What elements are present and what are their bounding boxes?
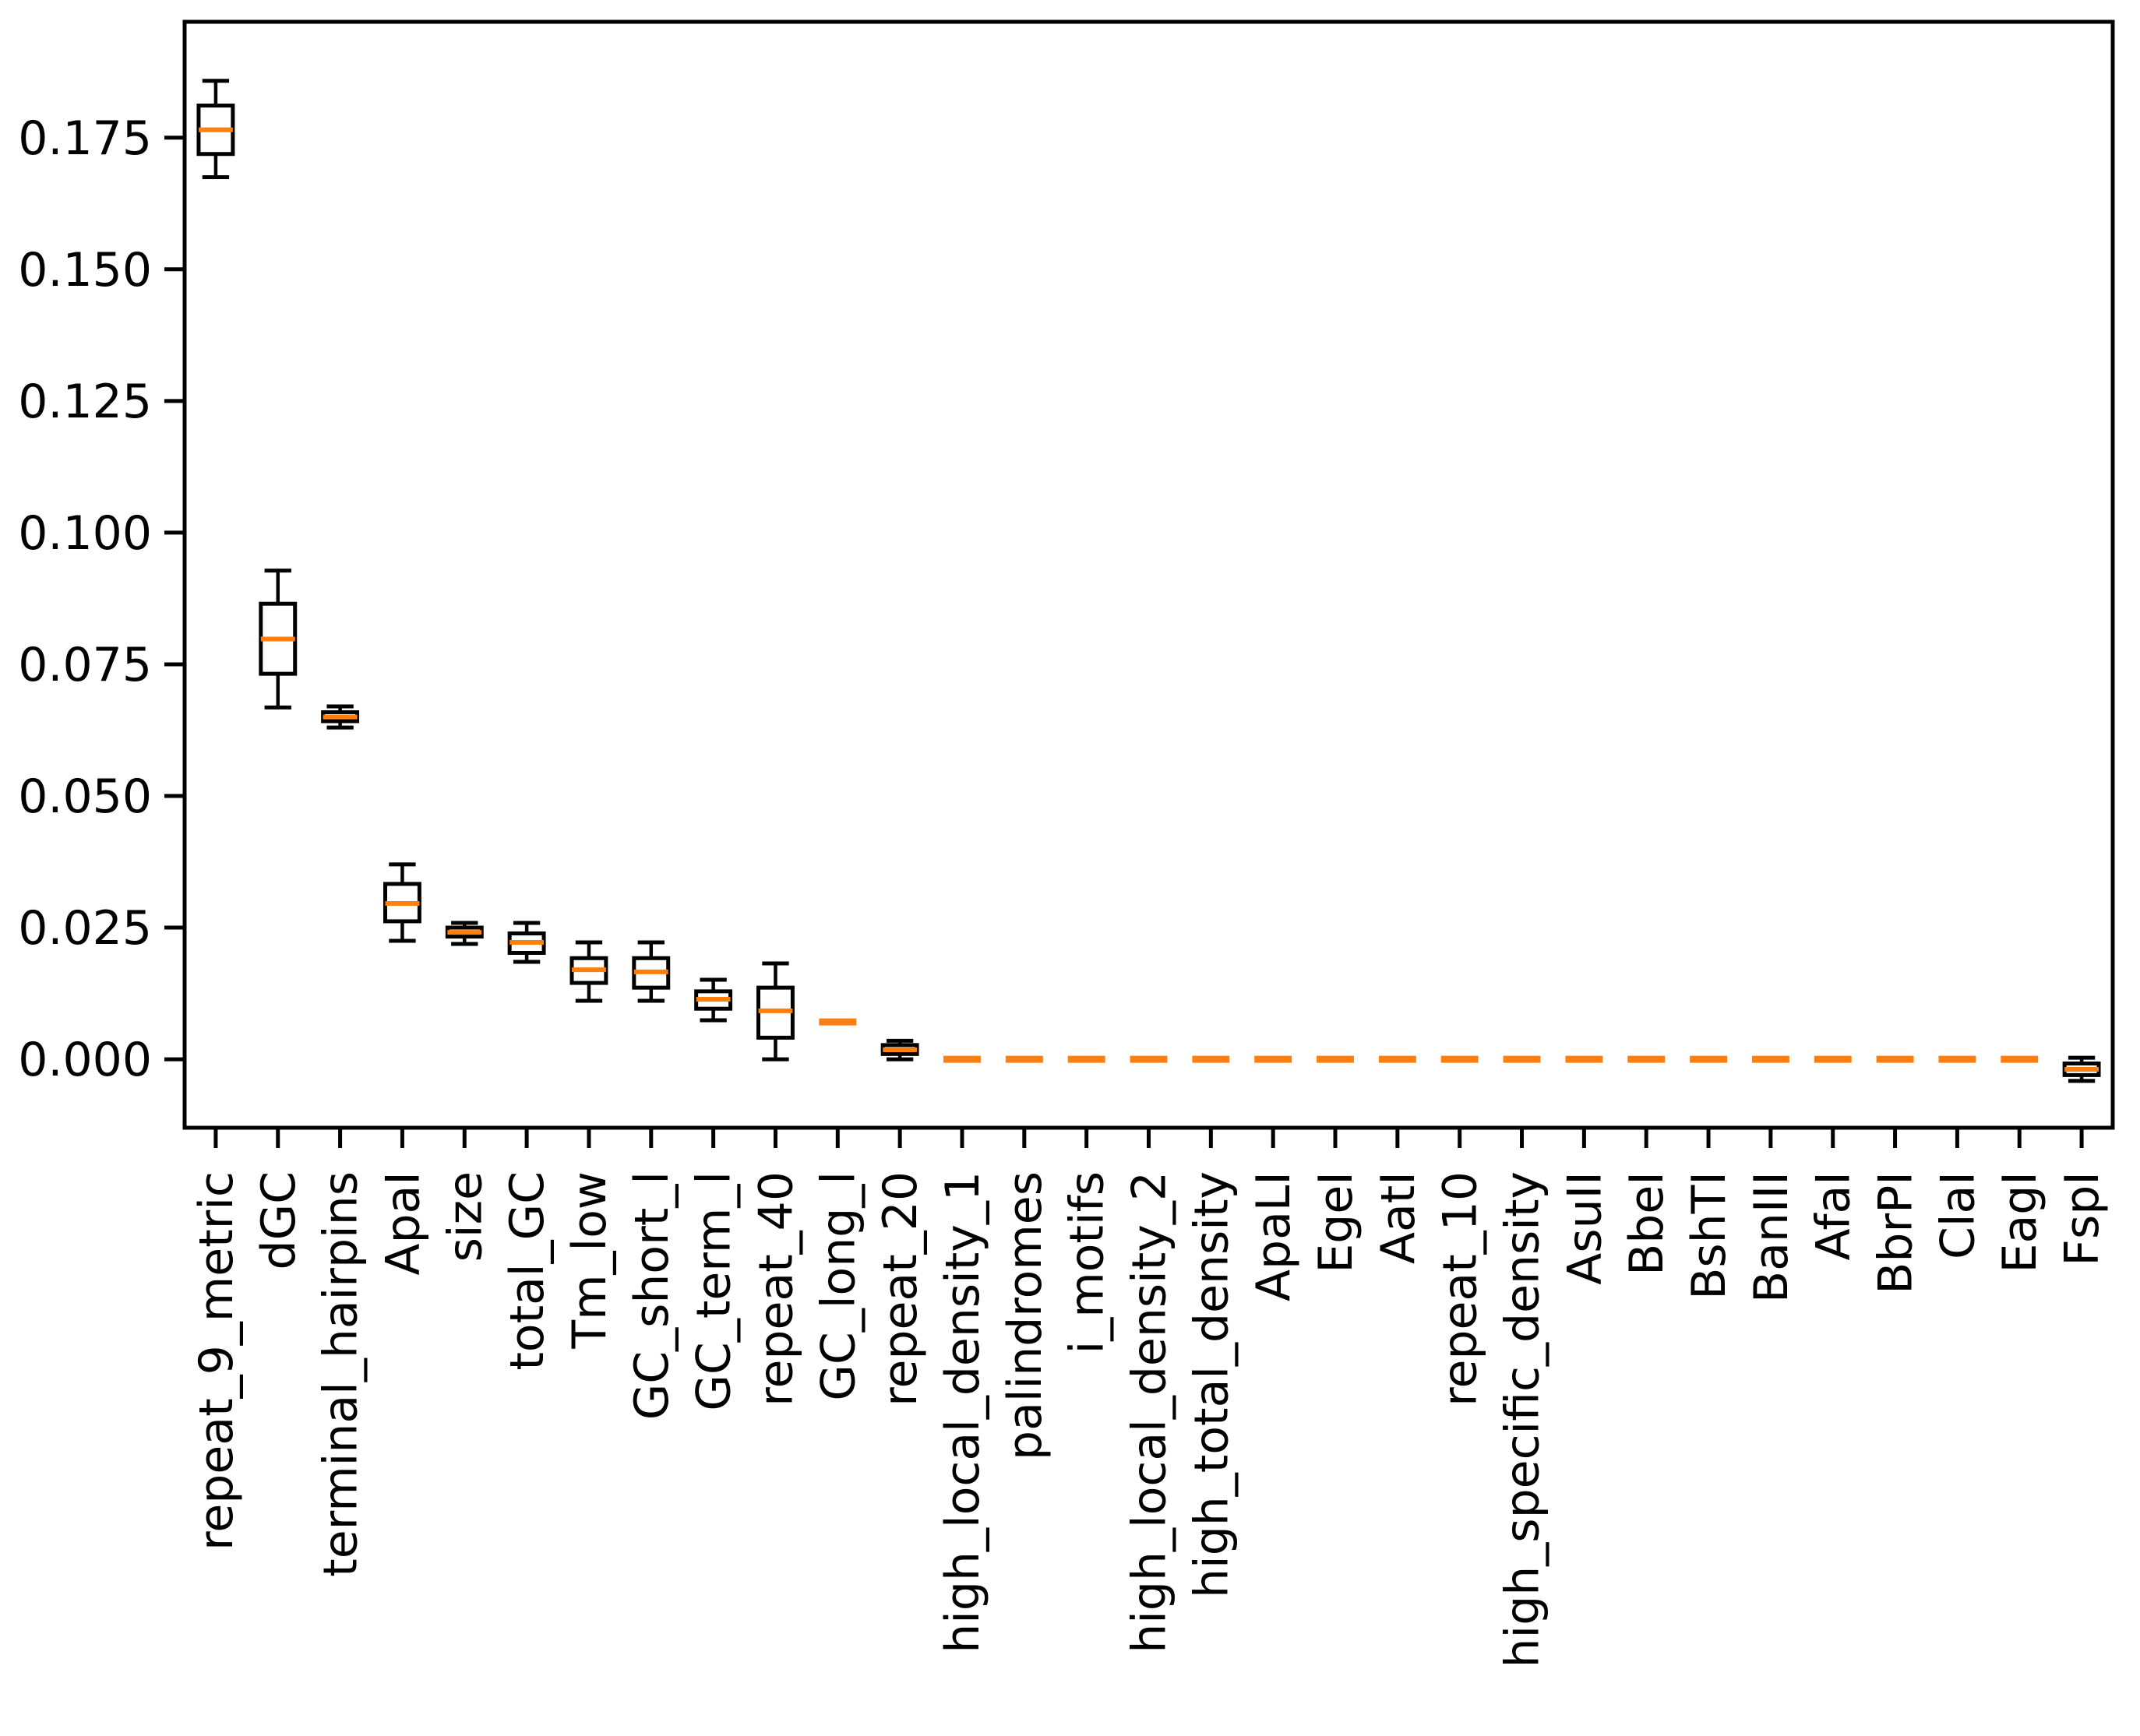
x-tick-label: BbeI	[1620, 1171, 1674, 1276]
x-tick-label: BanIII	[1744, 1171, 1799, 1303]
plot-frame	[182, 19, 2115, 1130]
y-tick-label: 0.125	[18, 375, 152, 429]
y-tick-label: 0.150	[18, 243, 152, 298]
x-tick-label: BbrPI	[1869, 1171, 1923, 1294]
x-tick-label: high_specific_density	[1496, 1171, 1550, 1668]
x-tick-label: ApaI	[375, 1171, 430, 1276]
x-tick-label: i_motifs	[1060, 1171, 1115, 1354]
x-tick-label: total_GC	[500, 1171, 555, 1371]
x-tick-label: EgeI	[1309, 1171, 1363, 1273]
x-tick-label: GC_long_l	[811, 1171, 866, 1401]
y-tick-label: 0.000	[18, 1033, 152, 1087]
x-tick-label: repeat_40	[749, 1171, 803, 1407]
x-tick-label: FspI	[2055, 1171, 2110, 1266]
y-tick-label: 0.050	[18, 769, 152, 824]
x-tick-label: repeat_9_metric	[189, 1171, 244, 1551]
x-tick-label: AsuII	[1557, 1171, 1612, 1285]
x-tick-label: ClaI	[1930, 1171, 1985, 1259]
x-tick-label: size	[438, 1171, 492, 1262]
y-tick-label: 0.175	[18, 111, 152, 166]
x-tick-label: dGC	[252, 1171, 306, 1269]
x-tick-label: high_local_density_1	[936, 1171, 990, 1653]
y-tick-label: 0.025	[18, 901, 152, 956]
x-tick-label: BshTI	[1682, 1171, 1736, 1300]
x-tick-label: high_local_density_2	[1123, 1171, 1177, 1653]
x-tick-label: repeat_10	[1433, 1171, 1488, 1407]
x-tick-label: ApaLI	[1246, 1171, 1301, 1301]
x-tick-label: GC_term_l	[687, 1171, 742, 1411]
x-tick-label: EagI	[1993, 1171, 2047, 1273]
x-tick-label: AatI	[1371, 1171, 1426, 1264]
x-tick-label: AfaI	[1807, 1171, 1861, 1261]
x-tick-label: Tm_low	[562, 1171, 617, 1350]
x-tick-label: high_total_density	[1184, 1171, 1239, 1598]
y-tick-label: 0.075	[18, 638, 152, 692]
x-tick-label: terminal_hairpins	[314, 1171, 368, 1577]
y-tick-label: 0.100	[18, 506, 152, 561]
x-tick-label: palindromes	[998, 1171, 1052, 1460]
x-tick-label: GC_short_l	[625, 1171, 679, 1420]
x-tick-label: repeat_20	[873, 1171, 928, 1407]
